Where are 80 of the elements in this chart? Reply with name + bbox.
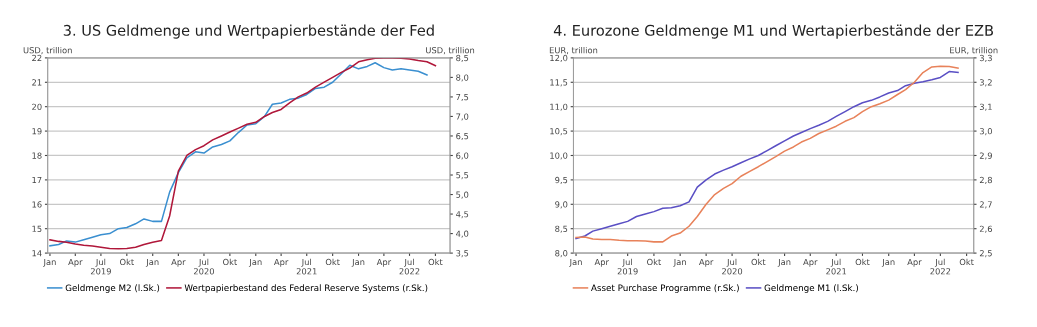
x-tick-label: Okt	[959, 258, 974, 266]
y2-tick-label: 3,3	[979, 54, 992, 63]
legend-label: Asset Purchase Programme (r.Sk.)	[591, 284, 739, 293]
x-tick-label: Jul 2022	[930, 258, 951, 275]
y2-tick-label: 4,5	[456, 211, 469, 219]
x-tick-label: Apr	[68, 258, 83, 267]
legend-label: Geldmenge M2 (l.Sk.)	[65, 284, 160, 293]
y2-tick-label: 6,5	[456, 132, 469, 141]
y-tick-label: 20	[32, 103, 42, 110]
y-tick-label: 11,5	[550, 79, 568, 87]
y2-tick-label: 2,6	[979, 225, 993, 233]
y2-axis-title: USD, trillion	[426, 46, 475, 55]
chart-title: 4. Eurozone Geldmenge M1 und Wertapierbestände der EZB	[553, 24, 994, 39]
x-tick-label: Okt	[751, 258, 766, 266]
y2-tick-label: 3,2	[979, 79, 992, 87]
y2-tick-label: 5,5	[456, 172, 469, 180]
y2-tick-label: 4,0	[456, 230, 469, 238]
legend-label: Wertpapierbestand des Federal Reserve Systems (r.Sk.)	[184, 284, 428, 293]
y-axis-title: USD, trillion	[23, 46, 72, 55]
y-tick-label: 9,5	[555, 176, 568, 185]
y-tick-label: 8,5	[555, 225, 568, 233]
y2-tick-label: 7,5	[456, 94, 469, 102]
y-tick-label: 18	[32, 152, 42, 159]
y2-tick-label: 5,0	[456, 191, 469, 199]
x-tick-label: Jan	[43, 258, 56, 267]
y-tick-label: 10,0	[550, 152, 568, 160]
y-tick-label: 16	[32, 201, 42, 208]
x-tick-label: Apr	[907, 258, 922, 267]
x-tick-label: Apr	[698, 258, 714, 267]
x-tick-label: Jul 2021	[296, 258, 317, 275]
y2-tick-label: 2,7	[979, 201, 992, 209]
y2-tick-label: 7,0	[456, 113, 469, 121]
y-tick-label: 21	[32, 79, 42, 86]
x-tick-label: Jan	[881, 258, 895, 267]
x-tick-label: Jan	[145, 258, 159, 267]
y2-tick-label: 2,8	[979, 176, 992, 185]
x-tick-label: Okt	[325, 258, 340, 266]
x-tick-label: Apr	[803, 258, 818, 267]
y-axis-title: EUR, trillion	[549, 46, 598, 55]
y-tick-label: 9,0	[555, 201, 568, 209]
x-tick-label: Jul 2019	[617, 258, 638, 275]
x-tick-label: Jan	[351, 258, 365, 267]
x-tick-label: Apr	[376, 258, 392, 267]
x-tick-label: Jan	[673, 258, 686, 267]
y2-tick-label: 3,0	[979, 128, 992, 136]
y-tick-label: 10,5	[550, 128, 568, 136]
y2-tick-label: 2,5	[979, 250, 992, 258]
x-tick-label: Apr	[594, 258, 609, 267]
y2-tick-label: 8,0	[456, 74, 469, 82]
x-tick-label: Jul 2020	[722, 258, 743, 275]
y2-tick-label: 8,5	[456, 54, 469, 63]
y2-axis-title: EUR, trillion	[950, 46, 998, 55]
y2-tick-label: 3,5	[456, 250, 469, 258]
x-tick-label: Okt	[428, 258, 443, 266]
y-tick-label: 15	[32, 225, 42, 232]
x-tick-label: Okt	[223, 258, 237, 266]
y-tick-label: 8,0	[555, 250, 568, 258]
y2-tick-label: 2,9	[979, 152, 992, 160]
y-tick-label: 17	[32, 176, 42, 184]
y2-tick-label: 3,1	[979, 103, 992, 111]
x-tick-label: Jan	[777, 258, 791, 267]
x-tick-label: Apr	[171, 258, 186, 267]
x-tick-label: Jul 2021	[826, 258, 847, 275]
x-tick-label: Okt	[855, 258, 870, 266]
x-tick-label: Jan	[248, 258, 262, 267]
y2-tick-label: 6,0	[456, 152, 469, 160]
x-tick-label: Okt	[647, 258, 662, 266]
x-tick-label: Jul 2019	[90, 258, 111, 275]
x-tick-label: Apr	[273, 258, 289, 267]
chart-title: 3. US Geldmenge und Wertpapierbestände der Fed	[63, 24, 434, 39]
x-tick-label: Jul 2022	[399, 258, 420, 275]
y-tick-label: 11,0	[550, 103, 568, 111]
legend-label: Geldmenge M1 (l.Sk.)	[764, 284, 858, 293]
x-tick-label: Jul 2020	[193, 258, 215, 275]
x-tick-label: Okt	[119, 258, 134, 266]
y-tick-label: 22	[32, 54, 42, 62]
x-tick-label: Jan	[569, 258, 582, 267]
y-tick-label: 19	[32, 128, 42, 135]
y-tick-label: 12,0	[550, 54, 568, 63]
y-tick-label: 14	[32, 250, 42, 257]
